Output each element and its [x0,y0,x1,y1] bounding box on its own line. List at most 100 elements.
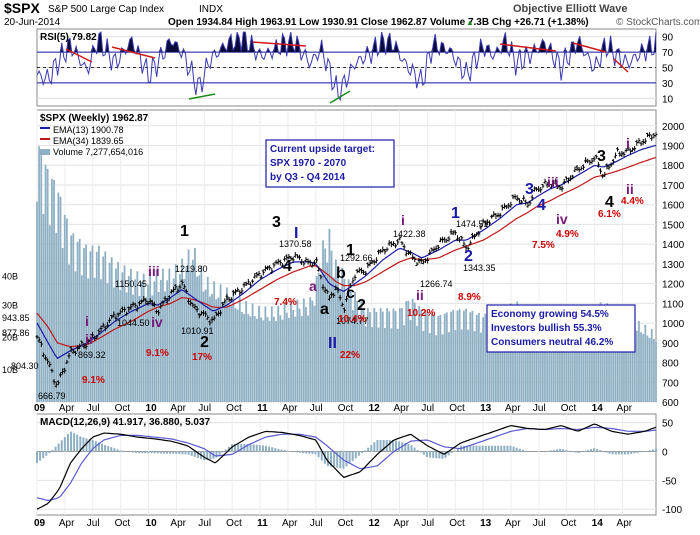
volume-bar [420,310,422,402]
macd-histogram-bar [157,452,159,454]
credit: © StockCharts.com [616,17,700,28]
volume-bar [262,320,264,402]
macd-histogram-bar [123,451,125,452]
percent-annotation: 22% [340,350,360,361]
macd-histogram-bar [274,448,276,451]
price-tick-label: 1200 [662,280,685,291]
volume-bar [642,334,644,402]
macd-histogram-bar [163,452,165,454]
macd-histogram-bar [562,449,564,451]
volume-bar [70,236,72,402]
x-tick-label: Jul [533,518,546,529]
volume-bar [36,202,38,402]
macd-histogram-bar [166,452,168,454]
volume-bar [232,292,234,402]
wave-label-blue: II [328,335,337,352]
macd-histogram-bar [256,445,258,452]
volume-bar [111,257,113,402]
volume-bar [401,308,403,402]
volume-bar [388,311,390,402]
rsi-tick-label: 30 [662,79,674,90]
macd-histogram-bar [423,452,425,455]
volume-bar [190,271,192,402]
volume-bar [318,273,320,402]
macd-histogram-bar [284,450,286,451]
volume-bar [179,274,181,402]
wave-label-roman: iv [151,314,163,330]
macd-histogram-bar [253,445,255,452]
volume-bar [228,304,230,402]
macd-histogram-bar [519,449,521,452]
volume-bar [269,321,271,402]
macd-histogram-bar [500,446,502,452]
macd-histogram-bar [194,452,196,457]
macd-histogram-bar [281,450,283,452]
macd-histogram-bar [612,452,614,455]
volume-bar [459,309,461,402]
sentiment-box-line: Consumers neutral 46.2% [491,337,613,348]
volume-bar [365,326,367,402]
macd-histogram-bar [58,444,60,452]
volume-bar [156,269,158,402]
wave-label-roman: ii [626,181,634,197]
macd-histogram-bar [188,452,190,455]
wave-label-roman: iii [547,174,559,190]
macd-histogram-bar [550,450,552,451]
volume-bar [476,315,478,402]
macd-histogram-bar [277,449,279,452]
x-tick-label: Oct [115,518,131,529]
macd-histogram-bar [259,445,261,451]
volume-bar [57,193,59,402]
volume-bar [113,287,115,402]
wave-label-roman: i [626,135,630,151]
volume-bar [435,335,437,402]
macd-histogram-bar [113,448,115,451]
target-box-title: Current upside target: [270,144,375,155]
x-tick-label: 09 [34,403,46,414]
macd-histogram-bar [271,447,273,451]
rsi-tick-label: 50 [662,64,674,75]
wave-label-black: 1 [180,223,189,240]
volume-bar [277,306,279,402]
volume-bar [239,297,241,402]
price-tick-label: 1600 [662,201,685,212]
macd-histogram-bar [547,451,549,452]
volume-bar [416,326,418,402]
volume-bar [107,283,109,402]
macd-histogram-bar [469,446,471,452]
volume-bar [638,321,640,402]
volume-bar [284,304,286,402]
legend-swatch [40,149,50,155]
volume-bar [452,310,454,402]
macd-histogram-bar [185,452,187,455]
percent-annotation: 7.4% [274,297,297,308]
macd-histogram-bar [491,446,493,452]
macd-histogram-bar [587,450,589,451]
volume-bar [43,214,45,402]
price-annotation: 1292.66 [340,253,373,263]
macd-histogram-bar [305,452,307,454]
legend-label: Volume 7,277,654,016 [53,147,143,157]
volume-bar [299,309,301,402]
price-tick-label: 1500 [662,220,685,231]
volume-bar [121,272,123,402]
macd-histogram-bar [132,452,134,453]
macd-histogram-bar [472,446,474,452]
volume-bar [431,313,433,402]
macd-histogram-bar [51,450,53,452]
volume-bar [399,308,401,402]
macd-histogram-bar [652,449,654,451]
x-tick-label: Jul [310,403,323,414]
volume-bar [472,311,474,402]
volume-bar [636,331,638,402]
price-tick-label: 1800 [662,161,685,172]
macd-histogram-bar [181,452,183,455]
volume-bar [369,312,371,402]
macd-histogram-bar [432,452,434,458]
macd-histogram-bar [370,445,372,451]
macd-histogram-bar [633,452,635,454]
volume-bar [55,233,57,402]
macd-tick-label: 0 [662,448,668,459]
x-tick-label: Apr [617,403,633,414]
macd-histogram-bar [649,450,651,451]
